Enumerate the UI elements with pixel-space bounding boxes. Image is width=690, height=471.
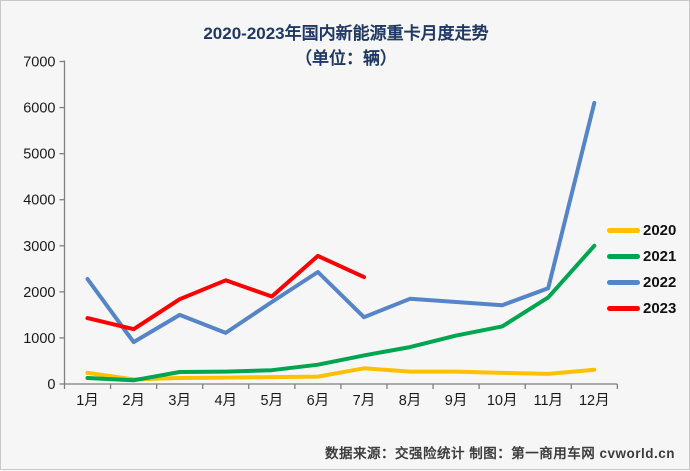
x-axis-label: 8月	[399, 393, 422, 409]
y-axis-label: 5000	[23, 147, 55, 163]
x-axis-label: 3月	[168, 393, 191, 409]
legend-item-2022: 2022	[607, 272, 687, 292]
x-axis-label: 2月	[122, 393, 145, 409]
y-axis-label: 7000	[23, 55, 55, 71]
legend-label-2021: 2021	[643, 247, 677, 265]
legend-swatch-2022	[607, 279, 640, 285]
y-axis-label: 6000	[23, 101, 55, 117]
x-axis-label: 4月	[214, 393, 237, 409]
chart-title: 2020-2023年国内新能源重卡月度走势 （单位：辆）	[1, 21, 690, 71]
chart-title-line2: （单位：辆）	[295, 49, 397, 68]
legend-label-2023: 2023	[643, 299, 677, 317]
x-axis-label: 9月	[445, 393, 468, 409]
x-axis-label: 7月	[353, 393, 376, 409]
legend-item-2021: 2021	[607, 246, 687, 266]
x-axis-label: 1月	[76, 393, 99, 409]
source-credit: 数据来源：交强险统计 制图：第一商用车网 cvworld.cn	[324, 446, 675, 461]
x-axis-label: 11月	[533, 393, 563, 409]
series-line-2023	[85, 253, 366, 332]
y-axis-label: 1000	[23, 331, 55, 347]
y-axis-label: 3000	[23, 239, 55, 255]
legend-item-2023: 2023	[607, 298, 687, 318]
series-line-2022	[85, 101, 597, 345]
legend-item-2020: 2020	[607, 220, 687, 240]
legend-swatch-2021	[607, 253, 640, 259]
x-axis-label: 10月	[487, 393, 518, 409]
legend-swatch-2023	[607, 305, 640, 311]
x-axis-label: 5月	[261, 393, 284, 409]
y-axis-label: 2000	[23, 285, 55, 301]
y-axis-label: 0	[47, 377, 55, 393]
chart-title-line1: 2020-2023年国内新能源重卡月度走势	[203, 24, 489, 43]
legend: 2020 2021 2022 2023	[607, 220, 687, 324]
series-line-2020	[85, 366, 597, 382]
y-axis-label: 4000	[23, 193, 55, 209]
x-axis-label: 6月	[307, 393, 330, 409]
series-line-2021	[85, 243, 597, 383]
legend-label-2020: 2020	[643, 221, 677, 239]
legend-label-2022: 2022	[643, 273, 677, 291]
legend-swatch-2020	[607, 227, 640, 233]
x-axis-label: 12月	[579, 393, 610, 409]
